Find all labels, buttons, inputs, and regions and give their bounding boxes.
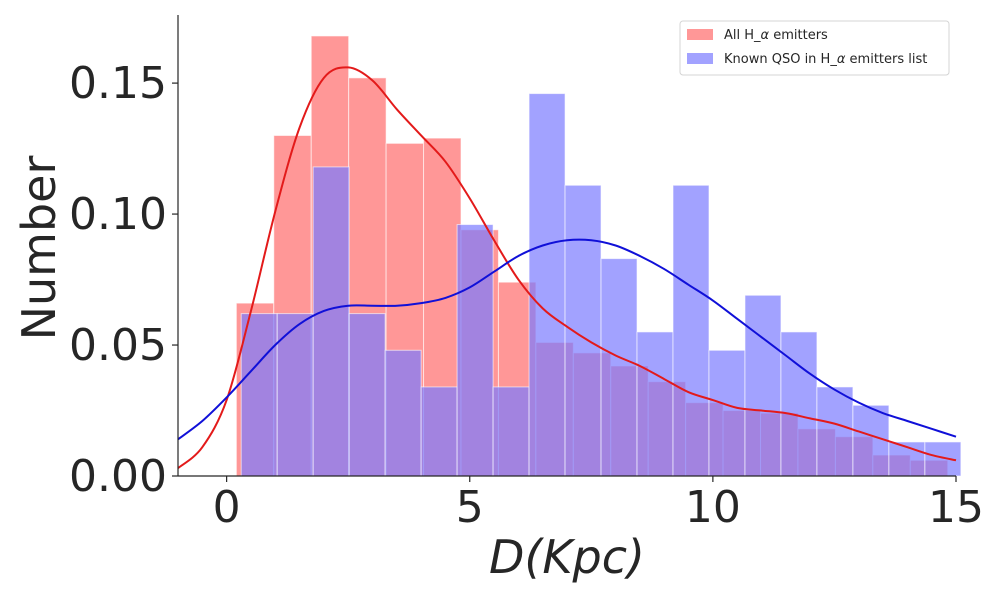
x-axis-label: D(Kpc): [489, 530, 645, 584]
y-tick-label-1: 0.05: [69, 320, 167, 371]
histogram-bar-series-1-bin-14: [744, 294, 782, 477]
histogram-bar-series-1-bin-3: [348, 313, 386, 477]
x-tick-label-15: 15: [928, 482, 984, 533]
histogram-bar-series-1-bin-11: [636, 331, 674, 477]
histogram-bar-series-1-bin-6: [456, 224, 494, 477]
legend-swatch-known-qso: [687, 53, 713, 64]
y-tick-label-3: 0.15: [69, 58, 167, 109]
histogram-bar-series-1-bin-17: [852, 404, 890, 477]
histogram-bar-series-1-bin-8: [528, 93, 566, 477]
histogram-bar-series-1-bin-0: [240, 313, 278, 477]
kde-line-series-1: [177, 238, 957, 441]
histogram-bar-series-1-bin-9: [564, 184, 602, 477]
histogram-bar-series-1-bin-13: [708, 349, 746, 477]
histogram-bar-series-1-bin-2: [312, 166, 350, 477]
bars-layer: [235, 35, 962, 477]
histogram-bar-series-1-bin-7: [492, 386, 530, 477]
y-tick-label-2: 0.10: [69, 189, 167, 240]
x-tick-label-0: 0: [213, 482, 241, 533]
histogram-bar-series-1-bin-4: [384, 349, 422, 477]
y-tick-label-0: 0.00: [69, 451, 167, 502]
ticks: 0 5 10 15 0.00 0.05 0.10 0.15: [69, 58, 984, 533]
axes: [177, 15, 956, 477]
legend-swatch-all-emitters: [687, 29, 713, 40]
x-tick-label-10: 10: [685, 482, 741, 533]
histogram-bar-series-1-bin-19: [924, 441, 962, 477]
histogram-bar-series-1-bin-15: [780, 331, 818, 477]
legend-label-known-qso: Known QSO in H_α emitters list: [724, 52, 927, 67]
histogram-bar-series-1-bin-16: [816, 386, 854, 477]
histogram-bar-series-1-bin-1: [276, 313, 314, 477]
x-tick-label-5: 5: [456, 482, 484, 533]
y-axis-label: Number: [12, 156, 66, 341]
kde-line-series-0: [177, 66, 957, 469]
histogram-bar-series-1-bin-12: [672, 184, 710, 477]
histogram-bar-series-1-bin-10: [600, 258, 638, 477]
legend-label-all-emitters: All H_α emitters: [724, 28, 828, 43]
legend: All H_α emitters Known QSO in H_α emitte…: [679, 20, 950, 76]
legend-frame: [679, 20, 950, 76]
histogram-bar-series-1-bin-5: [420, 386, 458, 477]
kde-layer: [177, 66, 957, 469]
